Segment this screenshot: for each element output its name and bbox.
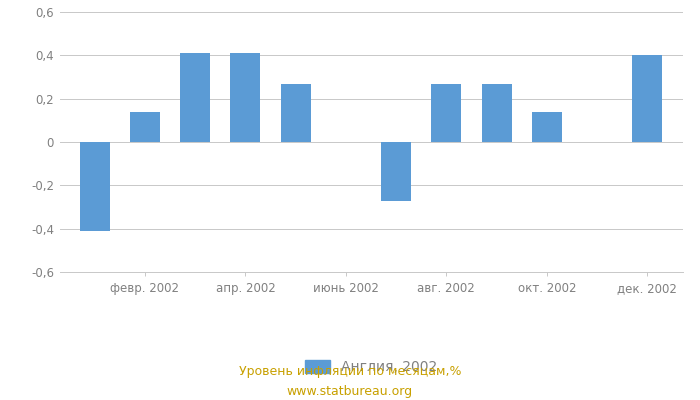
Legend: Англия, 2002: Англия, 2002 [304, 360, 438, 374]
Bar [230, 53, 260, 142]
Bar [80, 142, 110, 231]
Text: Уровень инфляции по месяцам,%: Уровень инфляции по месяцам,% [239, 365, 461, 378]
Bar [281, 84, 311, 142]
Bar [632, 55, 662, 142]
Bar [431, 84, 461, 142]
Bar [180, 53, 210, 142]
Bar [130, 112, 160, 142]
Bar [381, 142, 411, 200]
Bar [482, 84, 512, 142]
Text: www.statbureau.org: www.statbureau.org [287, 385, 413, 398]
Bar [532, 112, 562, 142]
